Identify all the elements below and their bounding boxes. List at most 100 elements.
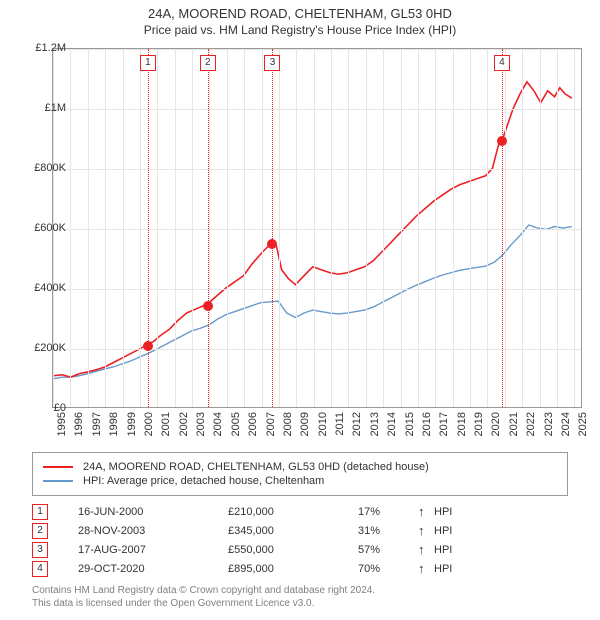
- sale-pct: 31%: [358, 525, 418, 537]
- sales-table-row: 228-NOV-2003£345,00031%↑HPI: [32, 521, 568, 540]
- up-arrow-icon: ↑: [418, 542, 434, 557]
- sale-marker: [267, 239, 277, 249]
- gridline-v: [348, 49, 349, 407]
- x-axis-label: 1995: [56, 412, 68, 436]
- gridline-v: [157, 49, 158, 407]
- legend-swatch-price: [43, 466, 73, 468]
- sale-price: £550,000: [228, 544, 358, 556]
- gridline-v: [331, 49, 332, 407]
- x-axis-label: 2025: [577, 412, 589, 436]
- x-axis-label: 2007: [265, 412, 277, 436]
- sale-price: £210,000: [228, 506, 358, 518]
- x-axis-label: 2008: [282, 412, 294, 436]
- gridline-v: [140, 49, 141, 407]
- sales-table-row: 317-AUG-2007£550,00057%↑HPI: [32, 540, 568, 559]
- gridline-v: [314, 49, 315, 407]
- x-axis-label: 2000: [143, 412, 155, 436]
- y-axis-label: £400K: [16, 282, 66, 294]
- x-axis-label: 2004: [212, 412, 224, 436]
- sale-num-box: 2: [32, 523, 48, 539]
- x-axis-label: 2009: [299, 412, 311, 436]
- gridline-v: [244, 49, 245, 407]
- sale-number-box: 4: [494, 55, 510, 71]
- sale-hpi-label: HPI: [434, 506, 452, 518]
- gridline-v: [453, 49, 454, 407]
- sale-date: 28-NOV-2003: [78, 525, 228, 537]
- x-axis-label: 2006: [247, 412, 259, 436]
- x-axis-label: 1996: [73, 412, 85, 436]
- x-axis-label: 2005: [230, 412, 242, 436]
- gridline-v: [296, 49, 297, 407]
- sale-pct: 57%: [358, 544, 418, 556]
- legend-row-price: 24A, MOOREND ROAD, CHELTENHAM, GL53 0HD …: [43, 461, 557, 473]
- plot-area: 1234: [52, 48, 582, 408]
- legend-label-price: 24A, MOOREND ROAD, CHELTENHAM, GL53 0HD …: [83, 461, 429, 473]
- up-arrow-icon: ↑: [418, 504, 434, 519]
- sale-price: £895,000: [228, 563, 358, 575]
- gridline-v: [557, 49, 558, 407]
- x-axis-label: 2016: [421, 412, 433, 436]
- gridline-v: [88, 49, 89, 407]
- x-axis-label: 2010: [317, 412, 329, 436]
- x-axis-label: 2013: [369, 412, 381, 436]
- y-axis-label: £800K: [16, 162, 66, 174]
- x-axis-label: 2019: [473, 412, 485, 436]
- up-arrow-icon: ↑: [418, 561, 434, 576]
- x-axis-label: 2021: [508, 412, 520, 436]
- y-axis-label: £1M: [16, 102, 66, 114]
- gridline-v: [192, 49, 193, 407]
- sale-hpi-label: HPI: [434, 563, 452, 575]
- sale-pct: 17%: [358, 506, 418, 518]
- sales-table-row: 1 16-JUN-2000£210,00017%↑HPI: [32, 502, 568, 521]
- sale-num-box: 4: [32, 561, 48, 577]
- x-axis-label: 2017: [438, 412, 450, 436]
- sale-number-box: 1: [140, 55, 156, 71]
- x-axis-label: 1999: [126, 412, 138, 436]
- sales-table: 116-JUN-2000£210,00017%↑HPI228-NOV-2003£…: [32, 502, 568, 578]
- x-axis-label: 2015: [404, 412, 416, 436]
- sale-hpi-label: HPI: [434, 544, 452, 556]
- sale-marker: [203, 301, 213, 311]
- sale-guideline: [502, 49, 503, 407]
- chart-title: 24A, MOOREND ROAD, CHELTENHAM, GL53 0HD: [0, 0, 600, 23]
- x-axis-label: 2001: [160, 412, 172, 436]
- up-arrow-icon: ↑: [418, 523, 434, 538]
- sale-num-box: 1: [32, 504, 48, 520]
- footer-line2: This data is licensed under the Open Gov…: [32, 597, 375, 610]
- gridline-v: [175, 49, 176, 407]
- footer-line1: Contains HM Land Registry data © Crown c…: [32, 584, 375, 597]
- x-axis-label: 2024: [560, 412, 572, 436]
- gridline-v: [470, 49, 471, 407]
- x-axis-label: 2020: [490, 412, 502, 436]
- legend: 24A, MOOREND ROAD, CHELTENHAM, GL53 0HD …: [32, 452, 568, 496]
- y-axis-label: £600K: [16, 222, 66, 234]
- footer-attribution: Contains HM Land Registry data © Crown c…: [32, 584, 375, 610]
- gridline-v: [574, 49, 575, 407]
- sale-date: 29-OCT-2020: [78, 563, 228, 575]
- chart-subtitle: Price paid vs. HM Land Registry's House …: [0, 23, 600, 41]
- x-axis-label: 2003: [195, 412, 207, 436]
- sale-price: £345,000: [228, 525, 358, 537]
- sale-date: 17-AUG-2007: [78, 544, 228, 556]
- gridline-v: [418, 49, 419, 407]
- gridline-v: [262, 49, 263, 407]
- chart-container: 24A, MOOREND ROAD, CHELTENHAM, GL53 0HD …: [0, 0, 600, 620]
- x-axis-label: 1997: [91, 412, 103, 436]
- gridline-v: [279, 49, 280, 407]
- gridline-v: [540, 49, 541, 407]
- x-axis-label: 2014: [386, 412, 398, 436]
- sale-number-box: 3: [264, 55, 280, 71]
- x-axis-label: 1998: [108, 412, 120, 436]
- gridline-v: [227, 49, 228, 407]
- gridline-v: [105, 49, 106, 407]
- gridline-v: [70, 49, 71, 407]
- gridline-v: [401, 49, 402, 407]
- x-axis-label: 2002: [178, 412, 190, 436]
- legend-row-hpi: HPI: Average price, detached house, Chel…: [43, 475, 557, 487]
- sale-marker: [497, 136, 507, 146]
- sale-date: 16-JUN-2000: [78, 506, 228, 518]
- sale-guideline: [208, 49, 209, 407]
- gridline-v: [366, 49, 367, 407]
- x-axis-label: 2022: [525, 412, 537, 436]
- x-axis-label: 2012: [351, 412, 363, 436]
